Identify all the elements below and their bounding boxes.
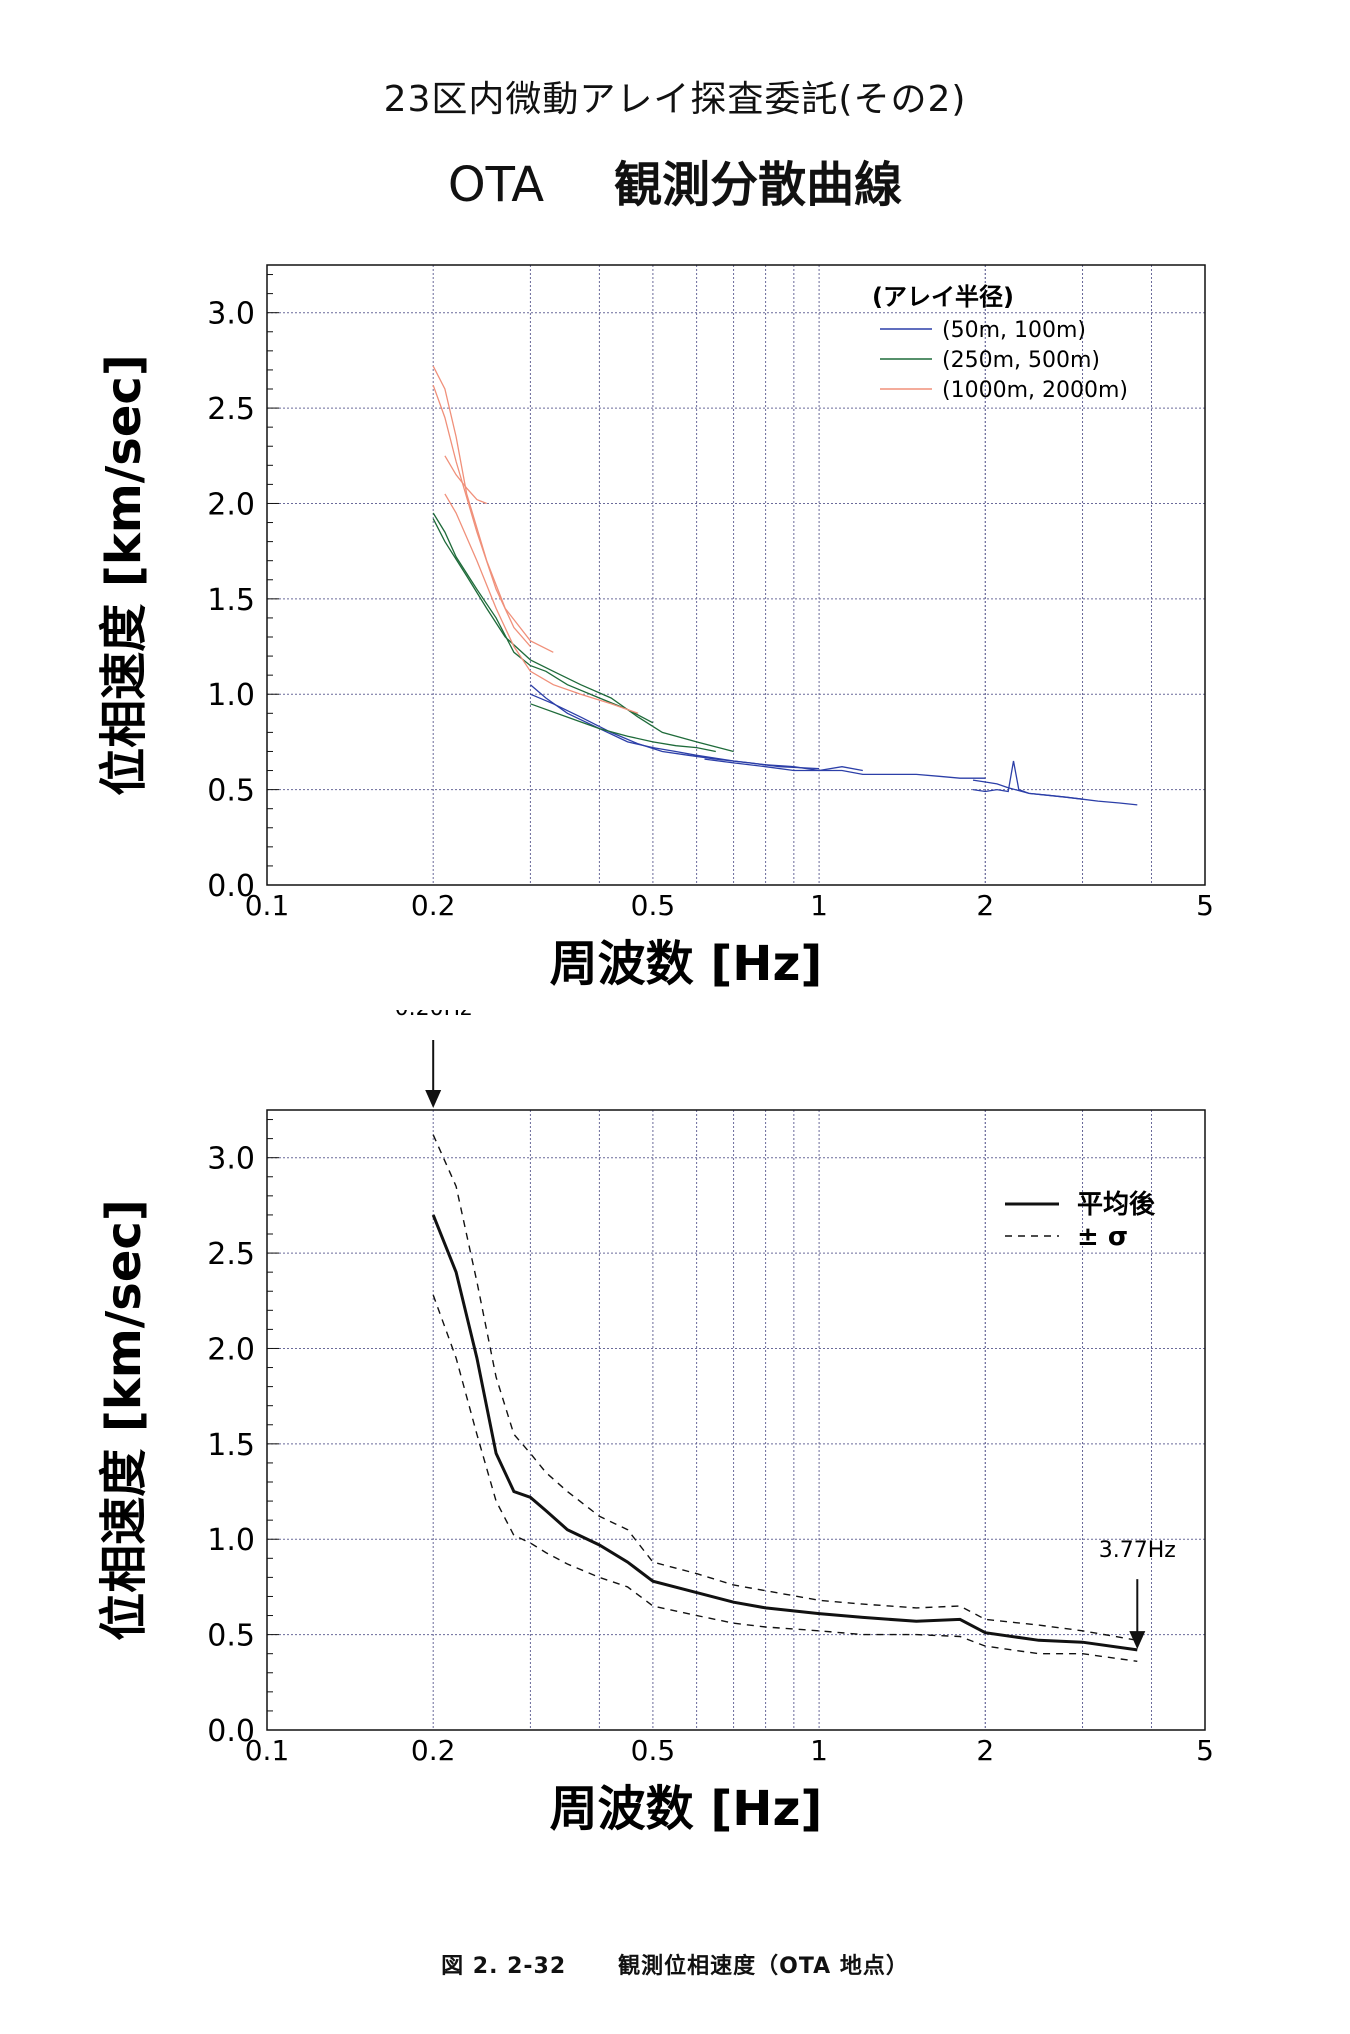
series-line <box>704 758 986 779</box>
x-axis-label: 周波数 [Hz] <box>550 936 823 992</box>
y-tick-label: 3.0 <box>207 297 255 332</box>
legend-label: (250m, 500m) <box>942 348 1100 373</box>
x-tick-label: 5 <box>1196 1734 1214 1767</box>
figure-title-line1: 23区内微動アレイ探査委託(その2) <box>383 79 967 120</box>
y-tick-label: 1.0 <box>207 678 255 713</box>
x-tick-label: 2 <box>976 889 994 922</box>
site-code: OTA <box>447 157 545 213</box>
y-tick-label: 2.5 <box>207 392 255 427</box>
title-dispersion-curve: 観測分散曲線 <box>614 157 903 213</box>
y-tick-label: 2.0 <box>207 487 255 522</box>
y-tick-label: 0.5 <box>207 1619 255 1654</box>
annotation-label: 3.77Hz <box>1099 1538 1176 1563</box>
legend-label: (50m, 100m) <box>942 318 1086 343</box>
x-tick-label: 0.1 <box>245 889 290 922</box>
x-tick-label: 1 <box>810 1734 828 1767</box>
series-line <box>431 1214 1138 1652</box>
series-line <box>444 455 487 505</box>
series-line <box>530 693 820 770</box>
series-line <box>432 1134 1138 1641</box>
annotation-arrowhead <box>425 1090 442 1108</box>
dispersion-chart-averaged: 0.0 0.5 1.0 1.5 2.0 2.5 3.0 0.1 0.2 0.5 1 2 5 周波数 [Hz… <box>96 1010 1214 1837</box>
y-tick-label: 2.5 <box>207 1237 255 1272</box>
y-axis-label: 位相速度 [km/sec] <box>96 354 152 796</box>
y-axis-label: 位相速度 [km/sec] <box>96 1199 152 1641</box>
caption-number: 図 2. 2-32 <box>441 1954 567 1979</box>
legend-title: (アレイ半径) <box>872 283 1014 311</box>
y-tick-label: 1.0 <box>207 1523 255 1558</box>
y-tick-label: 3.0 <box>207 1142 255 1177</box>
x-tick-label: 0.5 <box>631 889 676 922</box>
annotation-label: 0.20Hz <box>395 1010 472 1021</box>
caption-text: 観測位相速度（OTA 地点） <box>618 1954 909 1979</box>
plot-frame <box>266 1109 1206 1731</box>
series-line <box>530 703 716 753</box>
series-line <box>432 384 531 647</box>
y-tick-label: 0.0 <box>207 1714 255 1749</box>
x-tick-label: 0.2 <box>411 1734 456 1767</box>
y-tick-label: 1.5 <box>207 583 255 618</box>
plot-frame <box>266 264 1206 886</box>
x-tick-label: 1 <box>810 889 828 922</box>
y-tick-label: 0.0 <box>207 869 255 904</box>
series-line <box>432 518 734 753</box>
y-tick-label: 0.5 <box>207 774 255 809</box>
x-tick-label: 2 <box>976 1734 994 1767</box>
x-tick-label: 0.2 <box>411 889 456 922</box>
x-tick-label: 5 <box>1196 889 1214 922</box>
series-line <box>972 760 1138 806</box>
annotation-arrowhead <box>1129 1631 1146 1650</box>
y-tick-label: 1.5 <box>207 1428 255 1463</box>
legend-label: (1000m, 2000m) <box>942 378 1128 403</box>
figure-caption: 図 2. 2-32 観測位相速度（OTA 地点） <box>0 1948 1350 1980</box>
figure-title-line2: OTA 観測分散曲線 <box>0 145 1350 215</box>
series-line <box>444 493 639 714</box>
legend-label: ± σ <box>1077 1222 1128 1252</box>
legend-label: 平均後 <box>1077 1189 1156 1220</box>
x-tick-label: 0.5 <box>631 1734 676 1767</box>
series-line <box>972 779 1083 800</box>
x-axis-label: 周波数 [Hz] <box>550 1781 823 1837</box>
dispersion-chart-observed: 0.0 0.5 1.0 1.5 2.0 2.5 3.0 0.1 0.2 0.5 1 2 5 周波数 [Hz… <box>96 264 1214 992</box>
x-tick-label: 0.1 <box>245 1734 290 1767</box>
series-line <box>432 512 654 724</box>
series-line <box>432 1294 1138 1662</box>
y-tick-label: 2.0 <box>207 1332 255 1367</box>
series-line <box>432 365 554 653</box>
